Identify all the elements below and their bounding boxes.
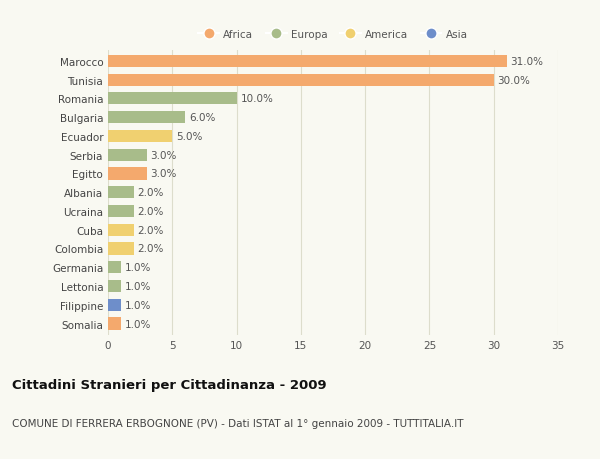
Text: 1.0%: 1.0%	[125, 300, 151, 310]
Text: Cittadini Stranieri per Cittadinanza - 2009: Cittadini Stranieri per Cittadinanza - 2…	[12, 379, 326, 392]
Bar	[108, 74, 494, 87]
Text: 6.0%: 6.0%	[189, 113, 215, 123]
Text: 31.0%: 31.0%	[511, 57, 544, 67]
Bar	[108, 168, 146, 180]
Text: 10.0%: 10.0%	[241, 94, 274, 104]
Text: COMUNE DI FERRERA ERBOGNONE (PV) - Dati ISTAT al 1° gennaio 2009 - TUTTITALIA.IT: COMUNE DI FERRERA ERBOGNONE (PV) - Dati …	[12, 418, 464, 428]
Text: 30.0%: 30.0%	[497, 75, 530, 85]
Bar	[108, 206, 134, 218]
Text: 2.0%: 2.0%	[137, 207, 164, 217]
Bar	[108, 224, 134, 236]
Bar	[108, 56, 506, 68]
Bar	[108, 262, 121, 274]
Text: 5.0%: 5.0%	[176, 132, 203, 142]
Bar	[108, 187, 134, 199]
Text: 1.0%: 1.0%	[125, 281, 151, 291]
Bar	[108, 318, 121, 330]
Text: 1.0%: 1.0%	[125, 319, 151, 329]
Text: 2.0%: 2.0%	[137, 188, 164, 198]
Bar	[108, 243, 134, 255]
Bar	[108, 280, 121, 292]
Text: 2.0%: 2.0%	[137, 225, 164, 235]
Text: 3.0%: 3.0%	[151, 151, 177, 160]
Text: 3.0%: 3.0%	[151, 169, 177, 179]
Bar	[108, 299, 121, 311]
Text: 1.0%: 1.0%	[125, 263, 151, 273]
Legend: Africa, Europa, America, Asia: Africa, Europa, America, Asia	[199, 30, 467, 39]
Bar	[108, 130, 172, 143]
Bar	[108, 149, 146, 162]
Bar	[108, 93, 236, 105]
Text: 2.0%: 2.0%	[137, 244, 164, 254]
Bar	[108, 112, 185, 124]
